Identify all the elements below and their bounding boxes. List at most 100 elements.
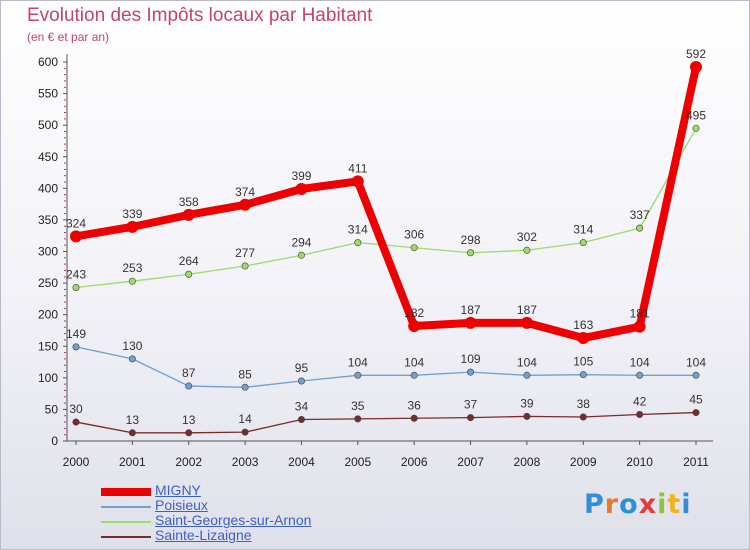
data-point — [128, 429, 136, 437]
logo-letter: x — [638, 489, 658, 520]
data-point — [692, 409, 700, 417]
legend-item: Sainte-Lizaigne — [101, 527, 401, 544]
data-point — [467, 249, 475, 257]
y-tick-label: 400 — [38, 181, 58, 195]
data-label: 45 — [689, 393, 703, 407]
legend-label: MIGNY — [155, 482, 201, 498]
x-tick-label: 2010 — [626, 455, 653, 469]
data-label: 35 — [351, 399, 365, 413]
legend-swatch — [101, 521, 151, 523]
y-tick-label: 100 — [38, 371, 58, 385]
data-point — [72, 343, 80, 351]
legend-item: Saint-Georges-sur-Arnon — [101, 512, 401, 529]
series-sainte-lizaigne — [72, 409, 700, 437]
legend-label: Sainte-Lizaigne — [155, 527, 252, 543]
data-point — [636, 410, 644, 418]
series-line — [72, 63, 700, 343]
data-label: 104 — [686, 355, 706, 369]
logo-letter: i — [657, 489, 668, 520]
y-tick-label: 250 — [38, 276, 58, 290]
data-point — [354, 415, 362, 423]
data-label: 314 — [573, 223, 593, 237]
data-point — [185, 270, 193, 278]
data-label: 277 — [235, 246, 255, 260]
data-label: 34 — [295, 400, 309, 414]
data-label: 302 — [517, 230, 537, 244]
data-label: 374 — [235, 185, 255, 199]
x-tick-label: 2005 — [344, 455, 371, 469]
data-point — [297, 416, 305, 424]
y-tick-label: 450 — [38, 150, 58, 164]
data-label: 39 — [520, 396, 534, 410]
data-label: 130 — [122, 339, 142, 353]
logo-letter: i — [681, 489, 692, 520]
series-poisieux — [72, 343, 700, 391]
legend-item: MIGNY — [101, 482, 401, 499]
data-point — [241, 383, 249, 391]
data-point — [467, 414, 475, 422]
data-label: 14 — [238, 412, 252, 426]
data-point — [410, 371, 418, 379]
series-line — [75, 411, 697, 434]
legend-swatch — [101, 488, 151, 496]
data-point — [72, 418, 80, 426]
data-label: 37 — [464, 398, 478, 412]
y-tick-label: 500 — [38, 118, 58, 132]
data-point — [523, 246, 531, 254]
chart-title: Evolution des Impôts locaux par Habitant — [27, 5, 373, 26]
chart-legend: MIGNY Poisieux Saint-Georges-sur-Arnon Sain… — [101, 482, 401, 544]
data-point — [351, 175, 364, 188]
data-label: 163 — [573, 318, 593, 332]
data-label: 104 — [348, 355, 368, 369]
data-point — [128, 277, 136, 285]
data-label: 187 — [517, 303, 537, 317]
data-point — [70, 230, 82, 243]
data-point — [185, 382, 193, 390]
data-label: 495 — [686, 108, 706, 122]
data-point — [692, 124, 700, 132]
logo-letter: r — [604, 489, 620, 520]
data-point — [297, 251, 305, 259]
data-point — [239, 198, 252, 211]
x-tick-label: 2002 — [175, 455, 202, 469]
data-label: 109 — [461, 352, 481, 366]
data-point — [295, 182, 308, 195]
data-point — [579, 239, 587, 247]
series-saint-georges-sur-arnon — [72, 124, 700, 292]
data-point — [354, 371, 362, 379]
data-label: 324 — [66, 216, 86, 230]
x-tick-label: 2000 — [63, 455, 90, 469]
x-tick-label: 2003 — [232, 455, 259, 469]
data-point — [354, 239, 362, 247]
data-point — [523, 412, 531, 420]
chart-axes: 0 50 100 150 200 250 300 350 400 450 500 550 600 2000… — [38, 54, 713, 469]
data-point — [636, 371, 644, 379]
data-label: 104 — [517, 355, 537, 369]
data-label: 411 — [348, 161, 367, 175]
x-tick-label: 2011 — [683, 455, 709, 469]
data-point — [464, 316, 477, 329]
data-point — [633, 320, 646, 333]
data-point — [410, 244, 418, 252]
data-label: 298 — [461, 233, 481, 247]
data-label: 253 — [122, 261, 142, 275]
data-label: 181 — [630, 307, 650, 321]
data-label: 187 — [461, 303, 481, 317]
legend-item: Poisieux — [101, 497, 401, 514]
data-point — [577, 332, 590, 345]
data-label: 95 — [295, 361, 309, 375]
data-label: 13 — [126, 413, 140, 427]
chart-subtitle: (en € et par an) — [27, 30, 110, 44]
data-point — [182, 208, 195, 221]
x-tick-label: 2007 — [457, 455, 484, 469]
data-point — [241, 262, 249, 270]
data-point — [692, 371, 700, 379]
y-tick-label: 50 — [45, 402, 59, 416]
data-point — [72, 284, 80, 292]
data-point — [690, 61, 702, 74]
y-tick-label: 600 — [38, 55, 58, 69]
proxiti-logo: Proxiti — [584, 489, 692, 520]
data-point — [128, 355, 136, 363]
y-tick-label: 0 — [51, 434, 58, 448]
chart-data-labels: 324 339 358 374 399 411 182 187 187 163 181 592 149 1… — [66, 47, 706, 427]
